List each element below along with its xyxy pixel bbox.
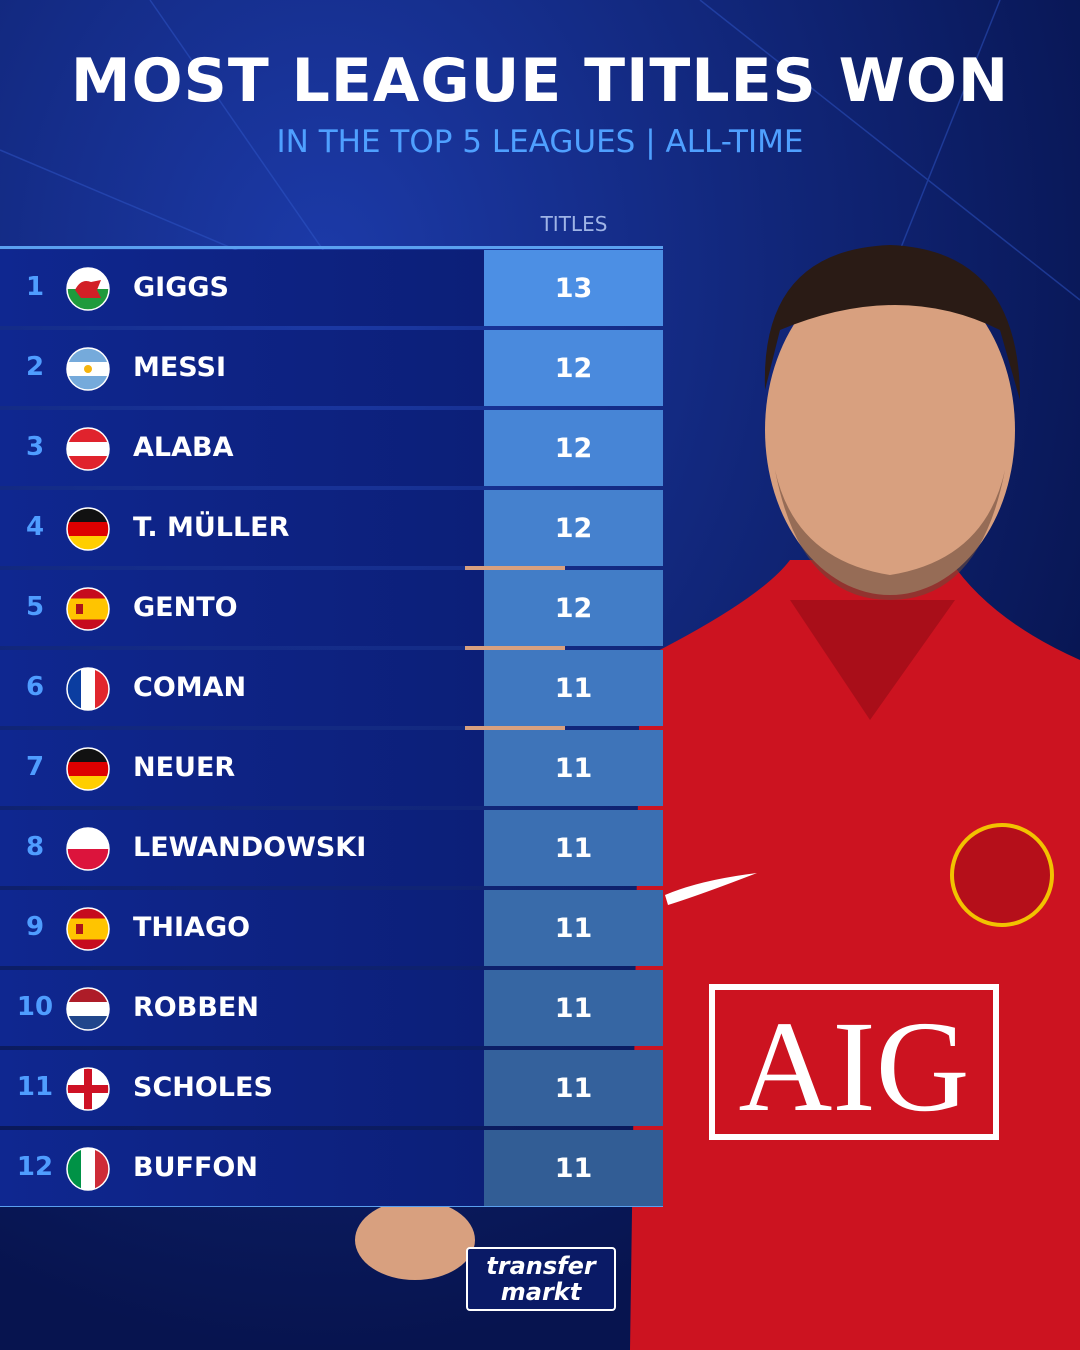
titles-cell: 11 xyxy=(484,1130,663,1206)
flag-icon xyxy=(66,507,110,551)
flag-icon xyxy=(66,1067,110,1111)
flag-icon xyxy=(66,907,110,951)
flag xyxy=(66,1147,110,1195)
flag xyxy=(66,427,110,475)
rank: 3 xyxy=(25,432,45,462)
rank: 5 xyxy=(25,592,45,622)
titles-cell: 12 xyxy=(484,490,663,566)
rank: 11 xyxy=(16,1072,54,1102)
titles-cell: 12 xyxy=(484,410,663,486)
player-name: T. MÜLLER xyxy=(133,512,290,543)
flag-icon xyxy=(66,827,110,871)
player-name: SCHOLES xyxy=(133,1072,273,1103)
title: MOST LEAGUE TITLES WON xyxy=(70,46,1010,116)
flag xyxy=(66,1067,110,1115)
titles-cell: 11 xyxy=(484,970,663,1046)
rank: 4 xyxy=(25,512,45,542)
flag xyxy=(66,667,110,715)
rank: 2 xyxy=(25,352,45,382)
player-name: LEWANDOWSKI xyxy=(133,832,367,863)
flag xyxy=(66,267,110,315)
titles-cell: 12 xyxy=(484,330,663,406)
titles-cell: 11 xyxy=(484,890,663,966)
titles-cell: 12 xyxy=(484,570,663,646)
rank: 7 xyxy=(25,752,45,782)
player-name: ROBBEN xyxy=(133,992,259,1023)
player-name: GIGGS xyxy=(133,272,229,303)
titles-cell: 13 xyxy=(484,250,663,326)
flag xyxy=(66,507,110,555)
logo: transfer markt xyxy=(466,1247,616,1311)
flag xyxy=(66,347,110,395)
flag-icon xyxy=(66,667,110,711)
titles-cell: 11 xyxy=(484,650,663,726)
player-name: THIAGO xyxy=(133,912,251,943)
player-name: BUFFON xyxy=(133,1152,258,1183)
titles-cell: 11 xyxy=(484,730,663,806)
flag-icon xyxy=(66,427,110,471)
flag-icon xyxy=(66,267,110,311)
titles-cell: 11 xyxy=(484,1050,663,1126)
subtitle: IN THE TOP 5 LEAGUES | ALL-TIME xyxy=(276,124,804,160)
player-name: MESSI xyxy=(133,352,227,383)
player-name: ALABA xyxy=(133,432,234,463)
shirt-sponsor: AIG xyxy=(738,995,969,1139)
flag-icon xyxy=(66,747,110,791)
titles-cell: 11 xyxy=(484,810,663,886)
rank: 6 xyxy=(25,672,45,702)
rank: 9 xyxy=(25,912,45,942)
flag xyxy=(66,587,110,635)
rank: 8 xyxy=(25,832,45,862)
player-name: NEUER xyxy=(133,752,236,783)
flag xyxy=(66,987,110,1035)
logo-line: markt xyxy=(500,1278,582,1306)
flag xyxy=(66,907,110,955)
table-top-rule xyxy=(0,246,663,249)
rank: 12 xyxy=(16,1152,54,1182)
logo-line: transfer xyxy=(486,1252,596,1280)
player-name: COMAN xyxy=(133,672,247,703)
flag-icon xyxy=(66,347,110,391)
flag xyxy=(66,827,110,875)
rank: 1 xyxy=(25,272,45,302)
flag-icon xyxy=(66,587,110,631)
column-header: TITLES xyxy=(540,212,608,236)
player-name: GENTO xyxy=(133,592,238,623)
rank: 10 xyxy=(16,992,54,1022)
flag xyxy=(66,747,110,795)
flag-icon xyxy=(66,1147,110,1191)
flag-icon xyxy=(66,987,110,1031)
